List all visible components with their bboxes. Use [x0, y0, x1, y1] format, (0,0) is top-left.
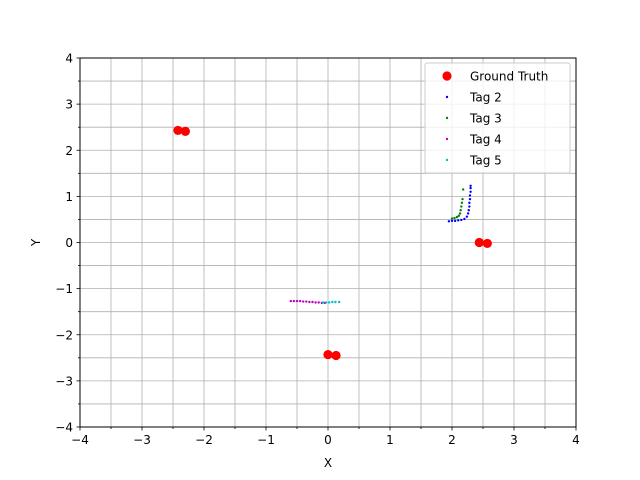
tag-point [450, 217, 454, 220]
x-tick-label: −3 [133, 433, 151, 447]
tag-point [461, 188, 465, 191]
legend-label: Tag 4 [469, 133, 502, 147]
tag-point [453, 216, 456, 220]
tag-point [460, 218, 463, 222]
tag-point [455, 215, 459, 219]
tag-point [321, 301, 325, 304]
tag-point [467, 209, 470, 212]
legend-marker [445, 137, 449, 141]
tag-point [468, 201, 471, 205]
y-tick-label: 1 [65, 190, 73, 204]
tag-point [311, 300, 314, 304]
tag-point [298, 299, 302, 303]
tag-point [469, 184, 472, 187]
series-ground-truth [173, 125, 492, 361]
y-tick-label: −2 [55, 328, 73, 342]
tag-point [466, 212, 470, 215]
x-tick-label: −4 [71, 433, 89, 447]
x-tick-label: 1 [386, 433, 394, 447]
tag-point [324, 301, 328, 304]
tag-point [469, 186, 472, 190]
tag-point [337, 300, 341, 304]
ground-truth-point [474, 237, 484, 248]
ground-truth-point [323, 349, 333, 360]
y-axis-label: Y [29, 238, 43, 247]
tag-point [460, 201, 464, 205]
x-tick-label: 0 [324, 433, 332, 447]
tag-point [468, 197, 472, 201]
tag-point [468, 194, 472, 197]
legend: Ground Truth Tag 2 Tag 3 Tag 4 Tag 5 [424, 62, 571, 174]
tag-point [453, 219, 457, 223]
legend-marker [445, 95, 449, 99]
plot-area [173, 125, 492, 361]
axis-ticks: −4−4 −3 −3 −2 −2 −1 −1 0 0 1 1 2 2 3 3 4 4 [55, 52, 580, 448]
x-tick-label: 4 [572, 433, 580, 447]
legend-label: Tag 2 [469, 91, 502, 105]
tag-point [317, 301, 320, 304]
tag-point [457, 214, 461, 217]
tag-point [463, 217, 466, 221]
tag-point [460, 205, 463, 208]
y-tick-label: −3 [55, 374, 73, 388]
tag-point [292, 299, 296, 303]
series-tag-4 [289, 299, 327, 305]
y-tick-label: 4 [65, 52, 73, 66]
y-tick-label: 2 [65, 144, 73, 158]
legend-marker [445, 116, 449, 120]
tag-point [302, 300, 305, 303]
legend-label: Tag 5 [469, 154, 502, 168]
tag-point [331, 300, 334, 304]
tag-point [461, 197, 464, 201]
tag-point [289, 299, 292, 303]
tag-point [458, 212, 462, 215]
tag-point [459, 209, 462, 212]
legend-marker [445, 158, 449, 162]
y-tick-label: 0 [65, 236, 73, 250]
ground-truth-point [331, 350, 341, 361]
series-tag-5 [321, 300, 341, 304]
legend-marker [442, 71, 452, 81]
x-axis-label: X [324, 456, 332, 470]
tag-point [295, 299, 299, 303]
y-tick-label: −4 [55, 421, 73, 435]
x-tick-label: −1 [257, 433, 275, 447]
y-tick-label: 3 [65, 98, 73, 112]
legend-label: Ground Truth [470, 70, 548, 84]
tag-point [305, 300, 308, 303]
x-tick-label: −2 [195, 433, 213, 447]
series-tag-2 [447, 184, 472, 223]
tag-point [447, 220, 451, 223]
tag-point [334, 300, 337, 304]
tag-point [308, 300, 311, 304]
tag-point [469, 190, 472, 193]
tag-point [450, 219, 454, 223]
tag-point [328, 301, 331, 304]
tag-point [314, 301, 317, 304]
tag-point [468, 205, 471, 208]
legend-box [424, 62, 571, 174]
ground-truth-point [173, 125, 183, 136]
series-tag-3 [450, 188, 465, 220]
x-tick-label: 3 [510, 433, 518, 447]
tag-point [457, 219, 460, 222]
ground-truth-point [180, 126, 190, 136]
x-tick-label: 2 [448, 433, 456, 447]
legend-label: Tag 3 [469, 112, 502, 126]
tag-point [465, 215, 469, 218]
y-tick-label: −1 [55, 282, 73, 296]
ground-truth-point [482, 238, 492, 249]
